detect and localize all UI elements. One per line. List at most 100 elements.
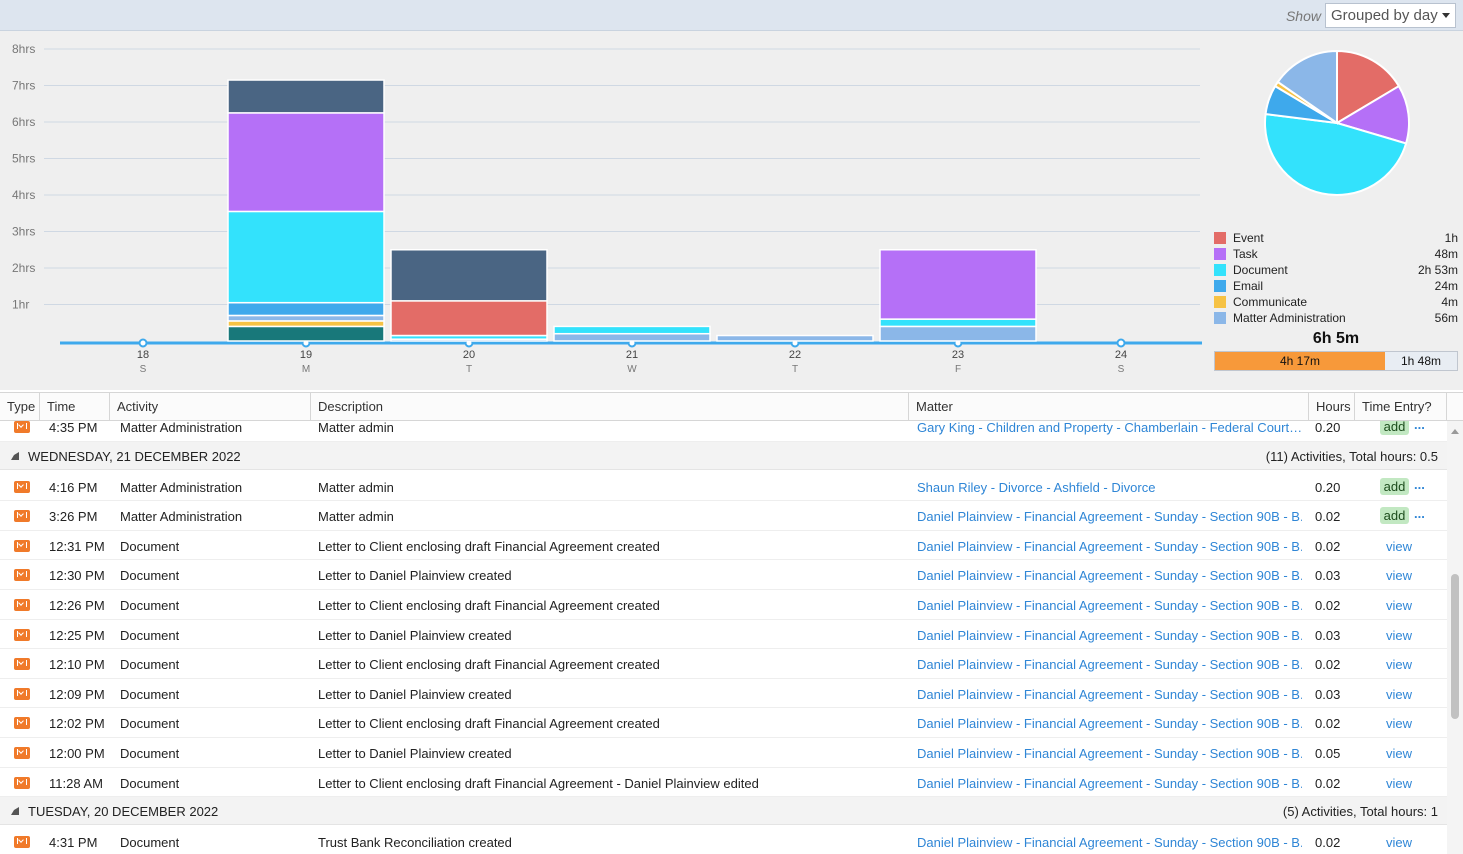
table-row[interactable]: 12:00 PM Document Letter to Daniel Plainvi… [0, 738, 1447, 768]
group-by-select[interactable]: Grouped by day [1325, 3, 1456, 28]
pie-slice-event[interactable] [1336, 49, 1401, 125]
add-time-entry-button[interactable]: add [1380, 477, 1409, 495]
activity-cell: Document [120, 538, 180, 554]
column-matter[interactable]: Matter [909, 393, 1309, 421]
y-tick-label: 3hrs [12, 225, 35, 239]
more-options-button[interactable]: ... [1414, 506, 1425, 522]
table-row[interactable]: 3:26 PM Matter Administration Matter admin… [0, 501, 1447, 531]
table-row[interactable]: 12:25 PM Document Letter to Daniel Plainvi… [0, 620, 1447, 650]
view-time-entry-link[interactable]: view [1386, 538, 1413, 554]
view-time-entry-link[interactable]: view [1386, 657, 1413, 673]
view-time-entry-link[interactable]: view [1386, 598, 1413, 613]
column-description[interactable]: Description [311, 393, 909, 421]
matter-link[interactable]: Daniel Plainview - Financial Agreement -… [917, 598, 1302, 613]
legend-swatch [1214, 296, 1226, 308]
time-cell: 4:35 PM [49, 421, 98, 435]
toolbar: Show Grouped by day [0, 0, 1463, 31]
view-time-entry-link[interactable]: view [1386, 746, 1413, 761]
view-time-entry-link[interactable]: view [1386, 716, 1413, 732]
add-time-entry-button[interactable]: add [1380, 507, 1409, 525]
group-header-row[interactable]: TUESDAY, 20 DECEMBER 2022 (5) Activities,… [0, 797, 1447, 826]
column-time[interactable]: Time [40, 393, 110, 421]
scroll-up-arrow-icon[interactable] [1451, 429, 1459, 434]
bar-segment-dark-teal[interactable] [227, 325, 385, 342]
x-axis-marker[interactable] [1116, 338, 1126, 348]
pie-slice-task[interactable] [1334, 84, 1410, 145]
description-cell: Letter to Daniel Plainview created [318, 627, 512, 643]
chart-legend: Event 1h Task 48m Document 2h 53m Email 24m Comm… [1214, 230, 1458, 326]
bar-segment-task[interactable] [879, 249, 1037, 320]
collapse-triangle-icon[interactable] [11, 807, 19, 816]
add-time-entry-button[interactable]: add [1380, 421, 1409, 435]
pie-slice-document[interactable] [1264, 112, 1408, 196]
matter-link[interactable]: Daniel Plainview - Financial Agreement -… [917, 835, 1302, 851]
matter-link[interactable]: Daniel Plainview - Financial Agreement -… [917, 716, 1302, 732]
bar-segment-matter-administration[interactable] [553, 332, 711, 342]
matter-activity-icon [14, 628, 30, 641]
x-axis-marker[interactable] [138, 338, 148, 348]
bar-segment-matter-administration[interactable] [716, 334, 874, 342]
matter-link[interactable]: Daniel Plainview - Financial Agreement -… [917, 568, 1302, 584]
matter-link[interactable]: Daniel Plainview - Financial Agreement -… [917, 627, 1302, 643]
table-row[interactable]: 11:28 AM Document Letter to Client enclosi… [0, 768, 1447, 798]
pie-slice-matter-administration[interactable] [1276, 49, 1338, 125]
description-cell: Letter to Daniel Plainview created [318, 746, 512, 761]
bar-segment-document[interactable] [227, 210, 385, 304]
group-header-row[interactable]: WEDNESDAY, 21 DECEMBER 2022 (11) Activiti… [0, 441, 1447, 470]
view-time-entry-link[interactable]: view [1386, 835, 1413, 851]
activity-cell: Matter Administration [120, 509, 243, 525]
bar-segment-event[interactable] [390, 300, 548, 337]
matter-link[interactable]: Daniel Plainview - Financial Agreement -… [917, 538, 1302, 554]
table-row[interactable]: 4:35 PM Matter Administration Matter admin… [0, 421, 1447, 442]
matter-link[interactable]: Daniel Plainview - Financial Agreement -… [917, 686, 1302, 702]
column-activity[interactable]: Activity [110, 393, 311, 421]
bar-segment-document[interactable] [879, 318, 1037, 328]
bar-chart: 8hrs 7hrs 6hrs 5hrs 4hrs 3hrs 2hrs 1hr 18 S 19 M 20 T… [12, 42, 1202, 375]
more-options-button[interactable]: ... [1414, 476, 1425, 492]
view-time-entry-link[interactable]: view [1386, 627, 1413, 643]
table-row[interactable]: 12:30 PM Document Letter to Daniel Plainvi… [0, 560, 1447, 590]
matter-link[interactable]: Shaun Riley - Divorce - Ashfield - Divor… [917, 479, 1156, 495]
matter-activity-icon [14, 836, 30, 849]
table-row[interactable]: 12:02 PM Document Letter to Client enclosi… [0, 708, 1447, 738]
bar-segment-matter-administration[interactable] [879, 325, 1037, 342]
activity-cell: Document [120, 627, 180, 643]
chevron-down-icon[interactable] [1442, 13, 1450, 18]
bar-segment-task[interactable] [227, 112, 385, 213]
bar-segment-dark-slate[interactable] [390, 249, 548, 302]
description-cell: Letter to Client enclosing draft Financi… [318, 598, 660, 613]
table-row[interactable]: 12:26 PM Document Letter to Client enclosi… [0, 590, 1447, 620]
bar-segment-matter-administration[interactable] [227, 314, 385, 322]
bar-segment-communicate[interactable] [227, 320, 385, 328]
legend-value: 24m [1434, 279, 1458, 293]
legend-label: Communicate [1233, 295, 1308, 309]
vertical-scrollbar[interactable] [1447, 421, 1463, 854]
x-day-label: S [140, 364, 147, 375]
collapse-triangle-icon[interactable] [11, 451, 19, 460]
table-row[interactable]: 4:16 PM Matter Administration Matter admin… [0, 472, 1447, 502]
description-cell: Letter to Client enclosing draft Financi… [318, 538, 660, 554]
matter-link[interactable]: Daniel Plainview - Financial Agreement -… [917, 509, 1302, 525]
column-hours[interactable]: Hours [1309, 393, 1355, 421]
view-time-entry-link[interactable]: view [1386, 568, 1413, 584]
table-row[interactable]: 4:31 PM Document Trust Bank Reconciliation… [0, 827, 1447, 854]
column-type[interactable]: Type [0, 393, 40, 421]
y-tick-label: 8hrs [12, 42, 35, 56]
matter-link[interactable]: Daniel Plainview - Financial Agreement -… [917, 775, 1302, 791]
table-row[interactable]: 12:10 PM Document Letter to Client enclosi… [0, 649, 1447, 679]
more-options-button[interactable]: ... [1414, 421, 1425, 432]
hours-cell: 0.02 [1315, 657, 1341, 673]
bar-segment-dark-slate[interactable] [227, 79, 385, 114]
bar-segment-document[interactable] [553, 325, 711, 335]
matter-activity-icon [14, 687, 30, 700]
view-time-entry-link[interactable]: view [1386, 686, 1413, 702]
table-row[interactable]: 12:31 PM Document Letter to Client enclosi… [0, 531, 1447, 561]
scroll-thumb[interactable] [1451, 574, 1459, 719]
bar-segment-email[interactable] [227, 301, 385, 317]
column-time-entry[interactable]: Time Entry? [1355, 393, 1447, 421]
matter-link[interactable]: Daniel Plainview - Financial Agreement -… [917, 746, 1302, 761]
view-time-entry-link[interactable]: view [1386, 775, 1413, 791]
matter-link[interactable]: Gary King - Children and Property - Cham… [917, 421, 1302, 435]
table-row[interactable]: 12:09 PM Document Letter to Daniel Plainvi… [0, 679, 1447, 709]
matter-link[interactable]: Daniel Plainview - Financial Agreement -… [917, 657, 1302, 673]
